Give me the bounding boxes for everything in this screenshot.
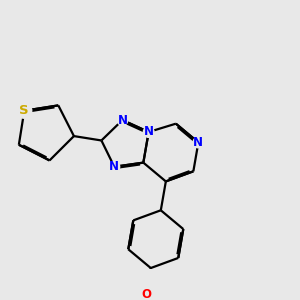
Circle shape [109,161,120,172]
Circle shape [193,137,204,148]
Text: N: N [194,136,203,149]
Circle shape [17,103,32,118]
Circle shape [140,288,152,300]
Circle shape [143,127,154,137]
Text: S: S [20,104,29,117]
Text: N: N [118,114,128,127]
Text: O: O [141,287,151,300]
Text: N: N [109,160,119,173]
Circle shape [117,115,128,125]
Text: N: N [144,125,154,139]
